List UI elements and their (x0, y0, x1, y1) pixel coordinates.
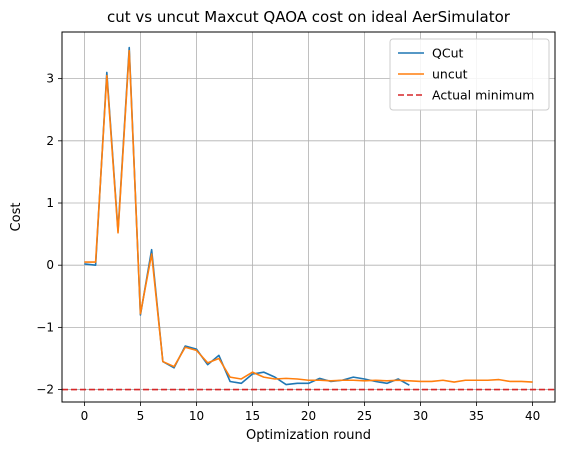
x-tick-label: 10 (189, 409, 204, 423)
y-tick-label: 2 (46, 134, 54, 148)
x-tick-label: 0 (81, 409, 89, 423)
chart-title: cut vs uncut Maxcut QAOA cost on ideal A… (107, 8, 511, 26)
legend-label: QCut (432, 46, 463, 61)
y-tick-label: 3 (46, 72, 54, 86)
series-lines (84, 46, 533, 386)
legend-label: uncut (432, 67, 468, 82)
x-tick-label: 20 (301, 409, 316, 423)
y-axis-label: Cost (9, 203, 24, 232)
legend: QCut uncut Actual minimum (389, 38, 550, 111)
x-axis-ticks: 0 5 10 15 20 25 30 35 40 (81, 402, 540, 423)
y-tick-label: −2 (36, 383, 54, 397)
legend-box (389, 38, 550, 111)
x-tick-label: 35 (469, 409, 484, 423)
y-tick-label: 0 (46, 258, 54, 272)
x-axis-label: Optimization round (246, 428, 371, 443)
y-tick-label: −1 (36, 320, 54, 334)
x-tick-label: 30 (413, 409, 428, 423)
x-tick-label: 25 (357, 409, 372, 423)
series-line-uncut (84, 49, 533, 383)
y-axis-ticks: −2 −1 0 1 2 3 (36, 72, 62, 397)
x-tick-label: 15 (245, 409, 260, 423)
y-tick-label: 1 (46, 196, 54, 210)
x-tick-label: 40 (525, 409, 540, 423)
grid (62, 32, 555, 402)
x-tick-label: 5 (137, 409, 145, 423)
legend-label: Actual minimum (432, 88, 534, 103)
series-line-qcut (84, 46, 410, 386)
